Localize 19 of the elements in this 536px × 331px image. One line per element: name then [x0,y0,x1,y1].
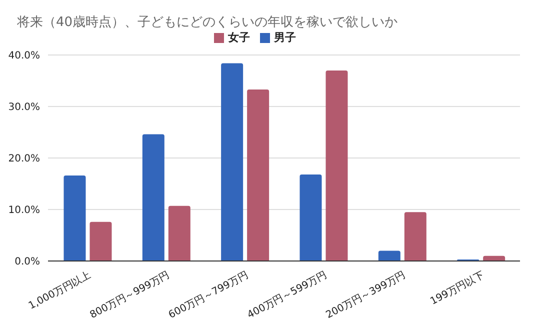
y-tick-label: 20.0% [8,154,40,165]
chart-title: 将来（40歳時点）、子どもにどのくらいの年収を稼いで欲しいか [17,14,398,31]
y-tick-label: 30.0% [8,102,40,114]
bar [300,174,322,261]
bar [64,176,86,261]
legend-label: 男子 [274,31,296,44]
bar [326,70,348,261]
bar [90,222,112,261]
bar [378,250,400,261]
legend-label: 女子 [228,31,250,44]
x-tick-label: 199万円以下 [428,269,486,308]
y-tick-label: 10.0% [8,205,40,216]
bar [404,212,426,261]
y-tick-label: 40.0% [8,50,40,62]
bar [168,206,190,261]
bar [247,90,270,261]
bar [142,134,164,261]
y-tick-label: 0.0% [14,256,40,268]
bar [221,63,244,261]
